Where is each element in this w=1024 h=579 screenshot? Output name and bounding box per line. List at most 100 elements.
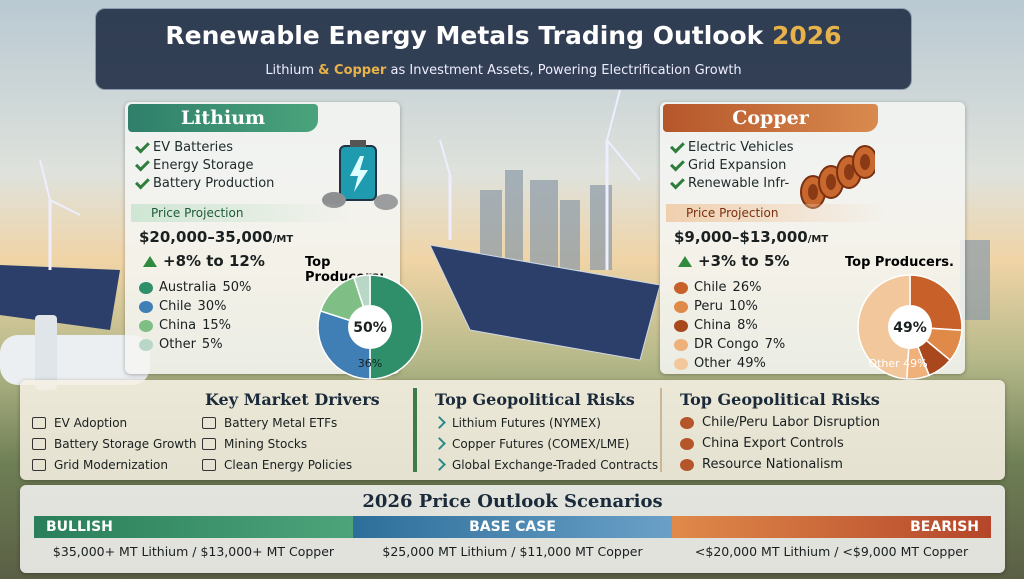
pie-slice: [857, 274, 911, 380]
header: Renewable Energy Metals Trading Outlook …: [95, 8, 912, 90]
driver-item: EV Adoption: [32, 412, 196, 433]
growth: +3% to 5%: [678, 252, 789, 270]
driver-text: Battery Storage Growth: [54, 436, 197, 451]
producer-name: China: [694, 318, 732, 333]
use-text: Battery Production: [153, 175, 275, 191]
producer-share: 26%: [732, 280, 762, 295]
use-item: Electric Vehicles: [669, 138, 794, 156]
producer-name: DR Congo: [694, 337, 759, 352]
separator: [660, 388, 662, 472]
producer-share: 15%: [202, 318, 232, 333]
use-text: EV Batteries: [153, 139, 234, 155]
producer-item: China 8%: [674, 316, 785, 335]
arrow-icon: [433, 437, 446, 450]
risk-item: China Export Controls: [680, 433, 880, 454]
use-item: Grid Expansion: [669, 156, 794, 174]
copper-roll-core: [844, 164, 854, 180]
copper-roll-core: [860, 154, 870, 170]
driver-text: Grid Modernization: [54, 457, 168, 472]
scenario-bar: BULLISH: [34, 516, 353, 538]
producer-icon: [674, 357, 688, 370]
producer-icon: [674, 319, 688, 332]
check-icon: [134, 138, 150, 154]
producer-name: Peru: [694, 299, 723, 314]
driver-icon: [32, 437, 46, 450]
producer-item: Peru 10%: [674, 297, 785, 316]
risk-text: China Export Controls: [702, 436, 844, 451]
instrument-list: Lithium Futures (NYMEX) Copper Futures (C…: [433, 412, 659, 475]
growth-text: +3% to 5%: [698, 252, 790, 270]
use-list: EV Batteries Energy Storage Battery Produc…: [134, 138, 275, 192]
metal-icon: [800, 145, 875, 209]
use-text: Grid Expansion: [688, 157, 787, 173]
metal-name: Copper: [663, 104, 878, 132]
producer-share: 8%: [737, 318, 758, 333]
price-value: $9,000–$13,000: [674, 228, 808, 246]
pie-note: Other 49%: [868, 357, 927, 370]
use-list: Electric Vehicles Grid Expansion Renewable…: [669, 138, 794, 192]
instrument-text: Lithium Futures (NYMEX): [452, 415, 601, 430]
section-title: Key Market Drivers: [205, 390, 380, 409]
risk-item: Chile/Peru Labor Disruption: [680, 412, 880, 433]
growth-text: +8% to 12%: [163, 252, 265, 270]
separator: [413, 388, 417, 472]
use-text: Energy Storage: [153, 157, 254, 173]
use-text: Renewable Infr-: [688, 175, 790, 191]
copper-roll-core: [808, 184, 818, 200]
producer-name: Australia: [159, 280, 217, 295]
driver-text: EV Adoption: [54, 415, 128, 430]
producer-name: Other: [694, 356, 731, 371]
pie: 49% Other 49%: [857, 274, 963, 380]
driver-list: Battery Metal ETFs Mining Stocks Clean Ene…: [202, 412, 352, 475]
check-icon: [669, 174, 685, 190]
section-title: Top Geopolitical Risks: [680, 390, 880, 409]
producer-icon: [139, 338, 153, 351]
title-year: 2026: [771, 21, 842, 50]
driver-text: Clean Energy Policies: [224, 457, 353, 472]
pie-note: 36%: [358, 357, 382, 370]
price-unit: /MT: [272, 234, 294, 245]
check-icon: [669, 138, 685, 154]
instrument-text: Global Exchange-Traded Contracts: [452, 457, 659, 472]
driver-icon: [202, 458, 216, 471]
pie-hole: [888, 305, 932, 349]
scenario-text: <$20,000 MT Lithium / <$9,000 MT Copper: [694, 544, 969, 559]
scenario-bar: BEARISH: [672, 516, 991, 538]
section-title: 2026 Price Outlook Scenarios: [362, 491, 663, 512]
risk-text: Resource Nationalism: [702, 457, 843, 472]
title-main: Renewable Energy Metals Trading Outlook: [165, 21, 764, 50]
title: Renewable Energy Metals Trading Outlook …: [96, 21, 911, 50]
producer-name: Chile: [159, 299, 192, 314]
risk-text: Chile/Peru Labor Disruption: [702, 415, 881, 430]
use-text: Electric Vehicles: [688, 139, 794, 155]
use-item: Battery Production: [134, 174, 275, 192]
producer-icon: [674, 338, 688, 351]
producer-share: 50%: [222, 280, 252, 295]
producer-item: China 15%: [139, 316, 251, 335]
price-label: Price Projection: [666, 204, 886, 222]
instrument-text: Copper Futures (COMEX/LME): [452, 436, 630, 451]
instrument-item: Global Exchange-Traded Contracts: [433, 454, 659, 475]
arrow-icon: [433, 416, 446, 429]
scenario-name: BEARISH: [910, 519, 979, 535]
risk-icon: [680, 416, 694, 429]
use-item: EV Batteries: [134, 138, 274, 156]
producer-share: 49%: [736, 356, 766, 371]
battery-cap: [350, 140, 366, 147]
producer-share: 10%: [728, 299, 758, 314]
producer-share: 30%: [197, 299, 227, 314]
check-icon: [134, 174, 150, 190]
price-label: Price Projection: [131, 204, 351, 222]
producer-item: Other 5%: [139, 335, 251, 354]
copper-roll-core: [826, 174, 836, 190]
scenarios-panel: 2026 Price Outlook Scenarios BULLISH $35,…: [20, 485, 1005, 573]
risk-item: Resource Nationalism: [680, 454, 880, 475]
producer-name: China: [159, 318, 197, 333]
drivers-panel: Key Market Drivers EV Adoption Battery St…: [20, 380, 1005, 480]
producer-icon: [139, 300, 153, 313]
risk-list: Chile/Peru Labor Disruption China Export …: [680, 412, 880, 475]
scenario-text: $35,000+ MT Lithium / $13,000+ MT Copper: [52, 544, 335, 559]
instrument-item: Copper Futures (COMEX/LME): [433, 433, 658, 454]
instrument-item: Lithium Futures (NYMEX): [433, 412, 658, 433]
growth-icon: [143, 255, 157, 267]
